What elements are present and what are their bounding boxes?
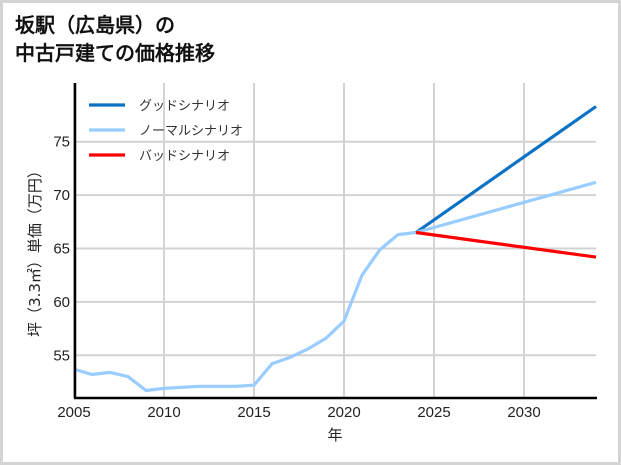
x-tick-label: 2020 — [327, 404, 360, 421]
y-tick-label: 60 — [53, 294, 70, 311]
x-tick-label: 2030 — [507, 404, 540, 421]
y-axis-label: 坪（3.3㎡）単価（万円） — [26, 163, 44, 337]
legend-label: バッドシナリオ — [139, 149, 230, 164]
legend-label: ノーマルシナリオ — [139, 124, 243, 139]
y-tick-label: 65 — [53, 241, 70, 258]
x-tick-label: 2015 — [237, 404, 270, 421]
chart-title: 坂駅（広島県）の 中古戸建ての価格推移 — [15, 11, 215, 67]
series-line-3 — [415, 230, 597, 259]
y-tick-label: 55 — [53, 347, 70, 364]
y-tick-label: 75 — [53, 134, 70, 151]
y-tick-label: 70 — [53, 187, 70, 204]
axes — [73, 83, 597, 400]
x-tick-label: 2025 — [417, 404, 450, 421]
y-tick-labels: 55 60 65 70 75 — [53, 134, 70, 365]
series-line-2 — [415, 180, 597, 235]
legend-label: グッドシナリオ — [139, 99, 230, 114]
chart-title-line-2: 中古戸建ての価格推移 — [15, 41, 215, 65]
series-line-0 — [73, 230, 417, 393]
x-tick-labels: 2005 2010 2015 2020 2025 2030 — [57, 404, 540, 421]
x-tick-label: 2010 — [147, 404, 180, 421]
data-series — [73, 105, 597, 393]
x-axis-label: 年 — [327, 426, 342, 444]
x-tick-label: 2005 — [57, 404, 90, 421]
chart-title-line-1: 坂駅（広島県）の — [15, 13, 175, 37]
series-line-1 — [415, 105, 597, 234]
